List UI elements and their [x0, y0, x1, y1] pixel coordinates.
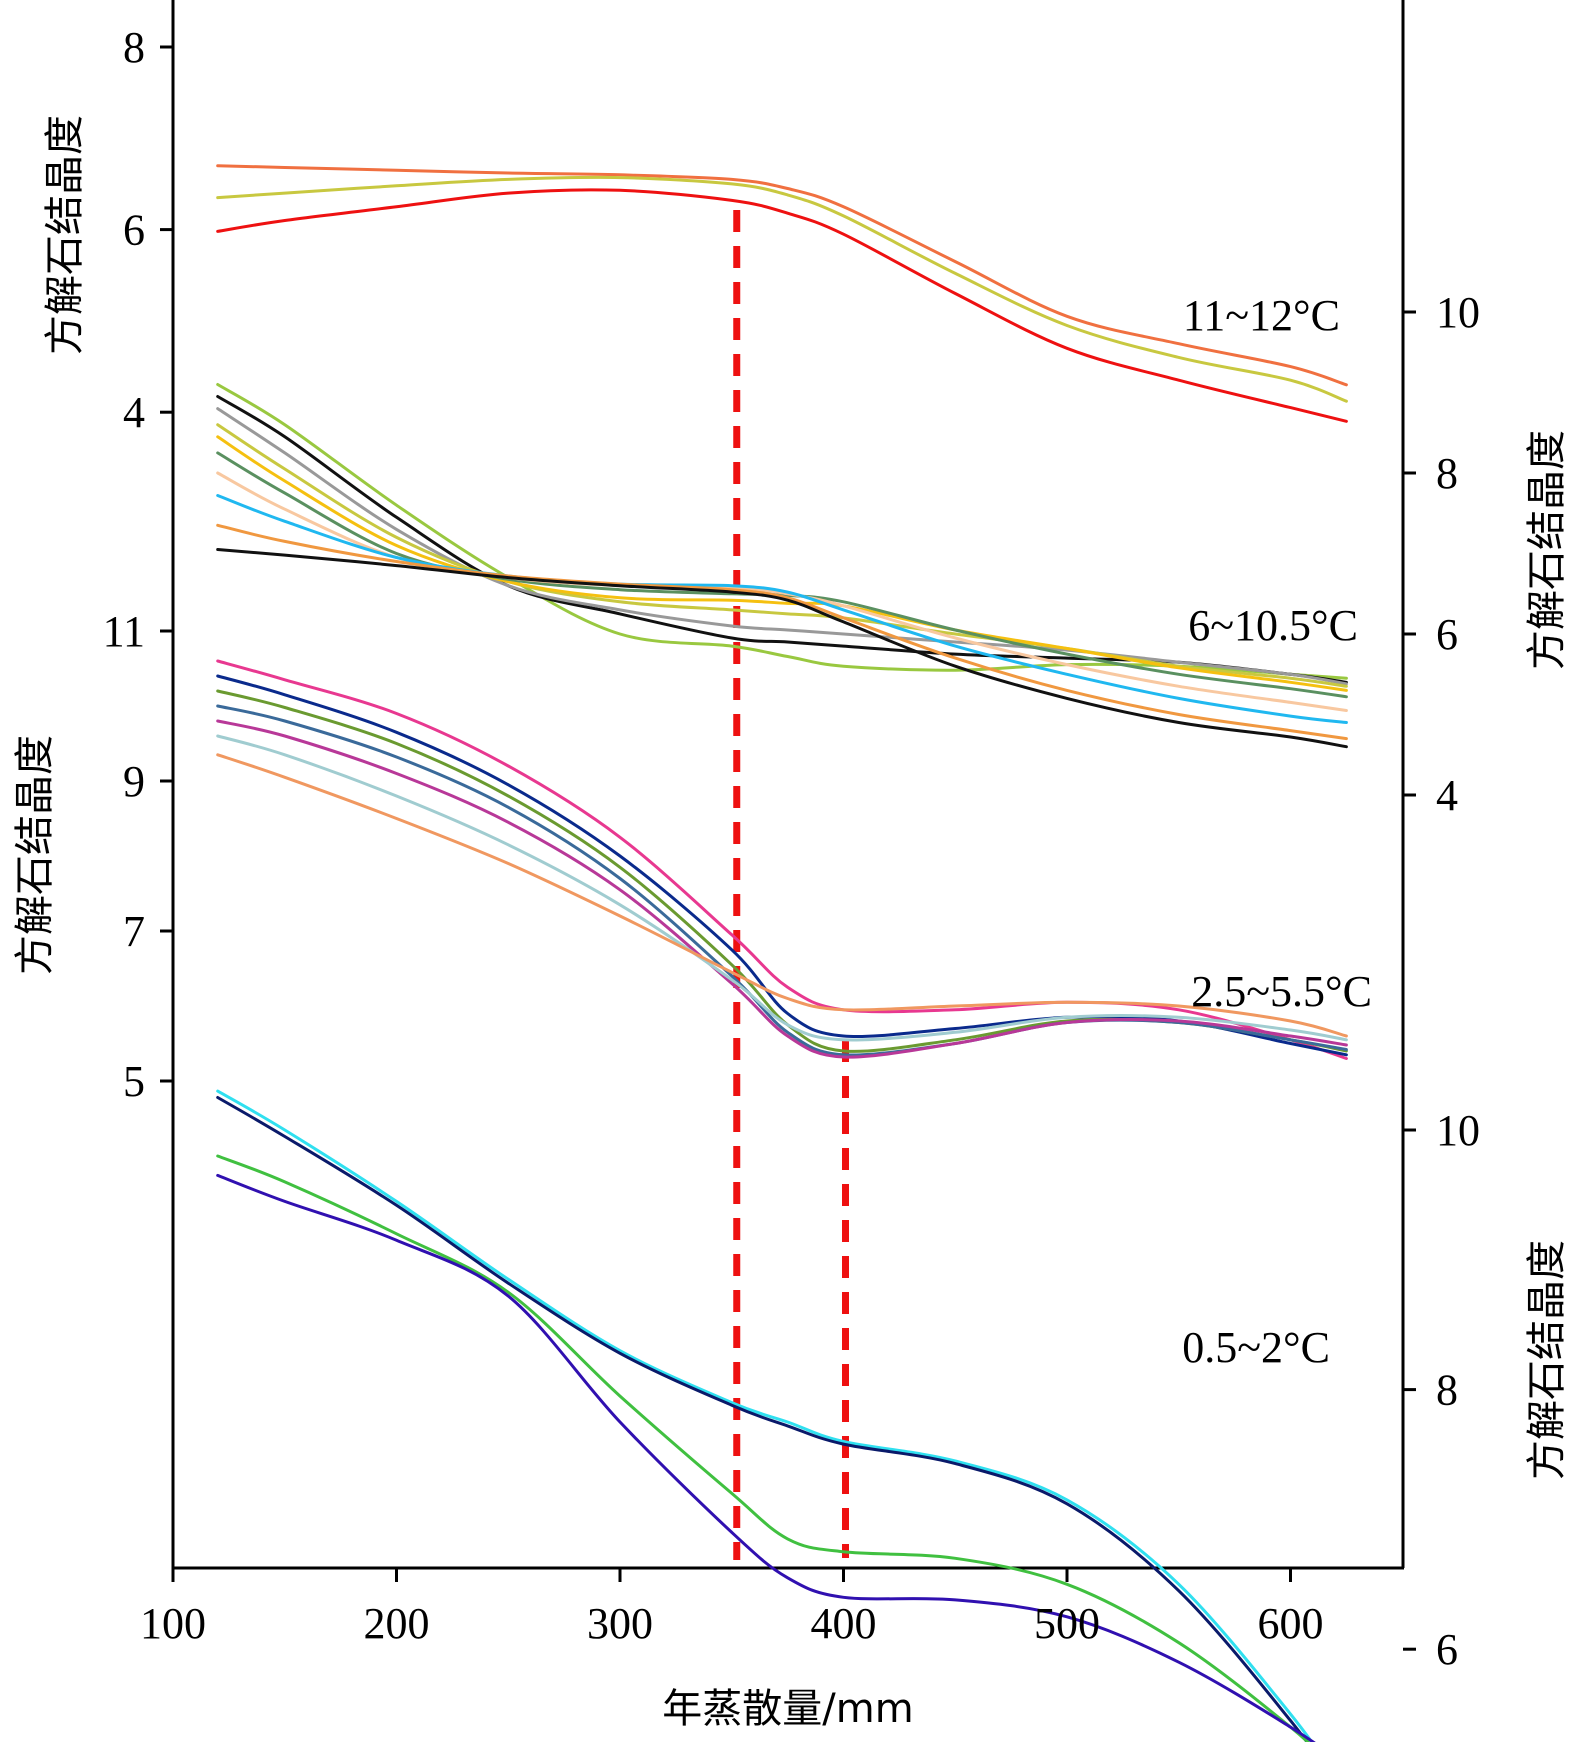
series-group: [216, 164, 1348, 423]
x-tick-label: 100: [140, 1599, 206, 1648]
x-tick-label: 200: [364, 1599, 430, 1648]
group-label: 11~12°C: [1183, 291, 1340, 340]
plot-frame: [171, 0, 1405, 1570]
y-tick-label: 7: [123, 907, 145, 956]
group-labels: 11~12°C 6~10.5°C 2.5~5.5°C 0.5~2°C: [1182, 291, 1372, 1372]
y-tick-label: 11: [103, 607, 145, 656]
y-axis-title-right-lower: 方解石结晶度: [1524, 1240, 1570, 1480]
y-tick-label: 6: [1436, 610, 1458, 659]
series-layer: [216, 164, 1348, 1742]
series-line: [216, 1089, 1314, 1742]
series-line: [216, 659, 1348, 1060]
y-tick-label: 5: [123, 1057, 145, 1106]
series-line: [216, 451, 1348, 699]
x-tick-label: 600: [1258, 1599, 1324, 1648]
y-tick-label: 8: [1436, 1366, 1458, 1415]
x-tick-label: 500: [1034, 1599, 1100, 1648]
series-group: [216, 383, 1348, 749]
series-line: [216, 494, 1348, 724]
y-tick-label: 9: [123, 757, 145, 806]
y-tick-label: 8: [123, 23, 145, 72]
series-line: [216, 704, 1348, 1057]
y-tick-label: 4: [123, 388, 145, 437]
y-tick-label: 6: [1436, 1625, 1458, 1674]
series-line: [216, 523, 1348, 741]
series-line: [216, 1096, 1309, 1742]
series-line: [216, 164, 1348, 387]
group-label: 0.5~2°C: [1182, 1323, 1330, 1372]
series-line: [216, 407, 1348, 686]
series-line: [216, 175, 1348, 403]
series-line: [216, 1154, 1311, 1742]
series-line: [216, 719, 1348, 1059]
x-tick-label: 400: [811, 1599, 877, 1648]
y-tick-label: 6: [123, 206, 145, 255]
series-line: [216, 423, 1348, 688]
series-line: [216, 734, 1348, 1042]
y-tick-label: 10: [1436, 288, 1480, 337]
y-tick-label: 10: [1436, 1106, 1480, 1155]
series-line: [216, 753, 1348, 1038]
series-line: [216, 435, 1348, 692]
y-tick-label: 4: [1436, 771, 1458, 820]
series-group: [216, 1089, 1316, 1742]
series-line: [216, 188, 1348, 423]
x-axis-title: 年蒸散量/mm: [662, 1686, 913, 1732]
group-label: 6~10.5°C: [1188, 601, 1358, 650]
group-label: 2.5~5.5°C: [1191, 967, 1372, 1016]
series-line: [216, 1173, 1316, 1742]
series-group: [216, 659, 1348, 1060]
y-axis-title-left-upper: 方解石结晶度: [42, 115, 88, 355]
x-tick-label: 300: [587, 1599, 653, 1648]
threshold-lines: [733, 210, 849, 1560]
y-axis-title-right-upper: 方解石结晶度: [1524, 430, 1570, 670]
y-tick-label: 8: [1436, 449, 1458, 498]
y-axis-title-left-lower: 方解石结晶度: [12, 735, 58, 975]
axis-ticks: 100200300400500600864119751086410864: [103, 23, 1480, 1674]
series-line: [216, 548, 1348, 749]
